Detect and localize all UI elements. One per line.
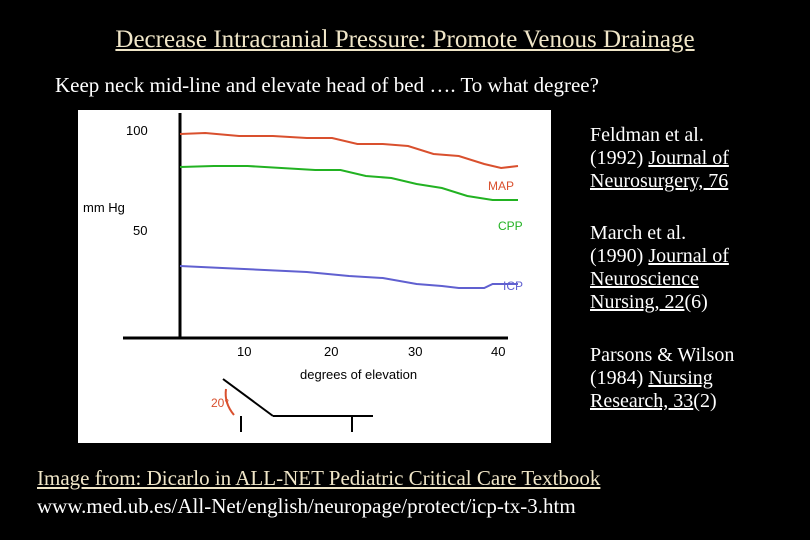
inset-angle-arc [224,388,235,416]
series-label-map: MAP [488,179,514,193]
reference-journal-line: Neurosurgery, 76 [590,170,729,193]
reference-year-line: (1992) Journal of [590,147,729,170]
y-tick-label-50: 50 [133,223,147,238]
reference-year: (1984) [590,367,649,389]
y-axis-label: mm Hg [83,200,125,215]
reference-journal-link[interactable]: Journal of [648,147,729,169]
reference-year-line: (1984) Nursing [590,367,734,390]
series-label-cpp: CPP [498,219,523,233]
x-axis-label: degrees of elevation [300,367,417,382]
slide-subtitle: Keep neck mid-line and elevate head of b… [55,73,599,97]
x-tick-label-40: 40 [491,344,505,359]
reference-journal-link[interactable]: Neuroscience [590,268,699,290]
reference-authors: Feldman et al. [590,124,704,146]
reference-journal-link[interactable]: Neurosurgery, 76 [590,170,729,192]
reference-journal-link[interactable]: Journal of [648,245,729,267]
reference-year: (1992) [590,147,649,169]
reference-march: March et al. (1990) Journal of Neuroscie… [590,222,729,314]
reference-journal-link[interactable]: Nursing [648,367,713,389]
reference-parsons-wilson: Parsons & Wilson (1984) Nursing Research… [590,344,734,413]
reference-volume-line: Nursing, 22(6) [590,291,729,314]
x-tick-label-10: 10 [237,344,251,359]
x-tick-label-30: 30 [408,344,422,359]
inset-inclined-bed [222,378,274,417]
series-line-icp [179,265,518,289]
inset-angle-label: 20° [211,396,229,410]
image-credit-url: www.med.ub.es/All-Net/english/neuropage/… [37,494,576,518]
reference-journal-line: Neuroscience [590,268,729,291]
reference-volume-link[interactable]: Nursing, 22 [590,291,685,313]
reference-year-line: (1990) Journal of [590,245,729,268]
reference-authors: March et al. [590,222,687,244]
image-credit-link[interactable]: Image from: Dicarlo in ALL-NET Pediatric… [37,466,601,490]
chart-background [78,110,551,443]
line-chart-figure: 100 50 mm Hg MAP CPP ICP 10 20 30 40 degre… [78,110,551,443]
series-line-cpp [179,165,518,201]
reference-feldman: Feldman et al. (1992) Journal of Neurosu… [590,124,729,193]
reference-journal-link[interactable]: Research, 33 [590,390,694,412]
y-tick-label-100: 100 [126,123,148,138]
reference-authors: Parsons & Wilson [590,344,735,366]
series-label-icp: ICP [503,279,523,293]
reference-year: (1990) [590,245,649,267]
slide-title: Decrease Intracranial Pressure: Promote … [115,26,695,53]
reference-issue: (2) [693,390,717,412]
reference-journal-line: Research, 33(2) [590,390,734,413]
series-line-map [179,131,519,170]
x-tick-label-20: 20 [324,344,338,359]
reference-issue: (6) [684,291,708,313]
